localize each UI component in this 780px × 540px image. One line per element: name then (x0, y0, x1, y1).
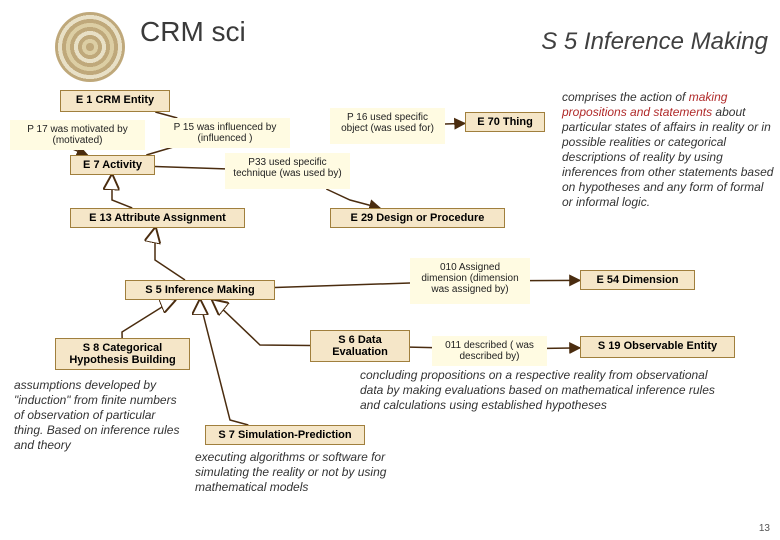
text-s6-description: concluding propositions on a respective … (360, 368, 720, 413)
text-inference-definition: comprises the action of making propositi… (562, 90, 774, 210)
node-s5-inference-making: S 5 Inference Making (125, 280, 275, 300)
node-p33-used-technique: P33 used specific technique (was used by… (225, 153, 350, 189)
title-right: S 5 Inference Making (541, 28, 768, 56)
node-p15-influenced-by: P 15 was influenced by (influenced ) (160, 118, 290, 148)
title-left: CRM sci (140, 16, 246, 48)
node-e7-activity: E 7 Activity (70, 155, 155, 175)
node-s19-observable-entity: S 19 Observable Entity (580, 336, 735, 358)
node-o11-described: 011 described ( was described by) (432, 336, 547, 366)
node-e54-dimension: E 54 Dimension (580, 270, 695, 290)
node-s6-data-evaluation: S 6 Data Evaluation (310, 330, 410, 362)
node-p17-motivated-by: P 17 was motivated by (motivated) (10, 120, 145, 150)
logo-seal (55, 12, 125, 82)
diagram-stage: CRM sci S 5 Inference Making E 1 CRM Ent… (0, 0, 780, 540)
node-o10-assigned-dimension: 010 Assigned dimension (dimension was as… (410, 258, 530, 304)
node-e29-design-procedure: E 29 Design or Procedure (330, 208, 505, 228)
node-p16-used-object: P 16 used specific object (was used for) (330, 108, 445, 144)
node-s8-hypothesis-building: S 8 Categorical Hypothesis Building (55, 338, 190, 370)
node-e13-attribute-assignment: E 13 Attribute Assignment (70, 208, 245, 228)
node-e1-crm-entity: E 1 CRM Entity (60, 90, 170, 112)
text-s7-description: executing algorithms or software for sim… (195, 450, 395, 495)
node-s7-simulation-prediction: S 7 Simulation-Prediction (205, 425, 365, 445)
page-number: 13 (759, 523, 770, 534)
text-s8-description: assumptions developed by "induction" fro… (14, 378, 184, 453)
node-e70-thing: E 70 Thing (465, 112, 545, 132)
